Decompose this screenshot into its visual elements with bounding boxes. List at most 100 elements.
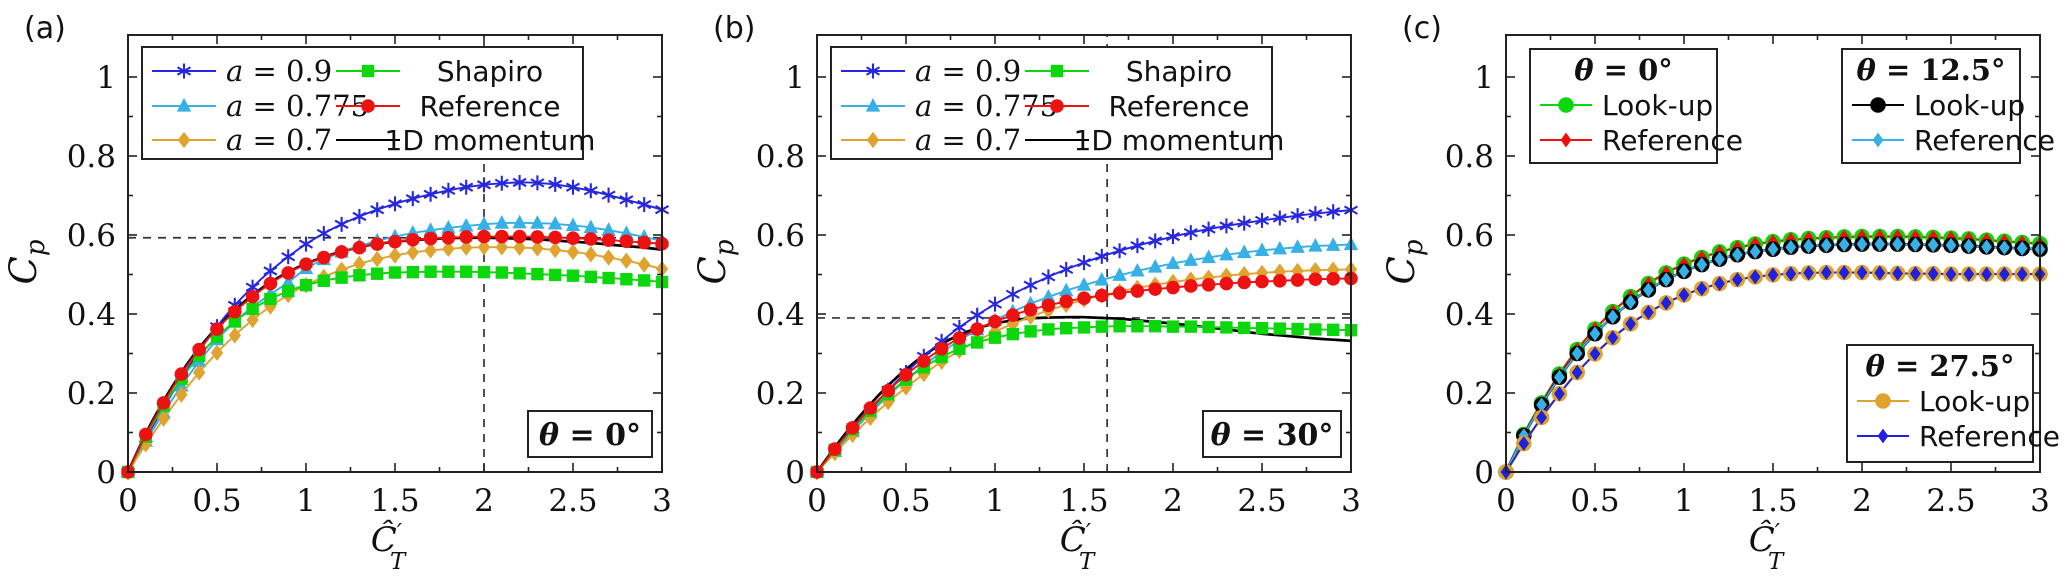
- circle-marker: [1308, 272, 1323, 287]
- star-marker: [1237, 218, 1252, 228]
- y-tick-label: 0.8: [756, 139, 805, 175]
- square-marker: [1202, 320, 1215, 334]
- diamond-marker: [495, 239, 508, 256]
- circle-marker: [970, 322, 984, 336]
- triangle-marker: [1165, 255, 1181, 270]
- square-marker: [1238, 321, 1251, 335]
- star-marker: [512, 177, 527, 188]
- circle-marker: [1006, 308, 1020, 322]
- square-marker: [1309, 323, 1322, 336]
- diamond-marker: [1856, 265, 1868, 280]
- circle-marker: [299, 257, 313, 272]
- triangle-marker: [1326, 237, 1341, 251]
- legend-entry-a0.7: a = 0.7: [152, 123, 332, 157]
- circle-marker: [263, 276, 278, 291]
- circle-marker: [406, 232, 420, 247]
- triangle-marker: [1112, 267, 1127, 281]
- diamond-marker: [210, 344, 224, 361]
- diamond-marker: [460, 239, 473, 256]
- square-marker: [335, 271, 348, 284]
- diamond-marker: [193, 364, 206, 381]
- triangle-marker: [423, 222, 438, 236]
- star-marker: [281, 252, 296, 262]
- x-tick-label: 1.5: [370, 483, 419, 519]
- legend-label: a = 0.7: [915, 123, 1021, 157]
- y-axis-label: Cp: [691, 239, 740, 284]
- triangle-marker: [1094, 272, 1109, 286]
- diamond-marker: [388, 247, 402, 264]
- panel-label: (c): [1402, 11, 1442, 46]
- square-marker: [549, 268, 562, 282]
- diamond-marker: [175, 386, 188, 403]
- triangle-marker: [1254, 242, 1270, 257]
- y-tick-label: 1: [1474, 60, 1494, 96]
- legend-entry-1Dmomentum: 1D momentum: [336, 124, 595, 157]
- panel-a: 0 0.5 1 1.5 2 2.5 3 0 0.2 0.4 0.6 0.8 1 Ĉ′ T Cp a = 0.9 a…: [0, 0, 689, 583]
- y-tick-label: 0.4: [67, 297, 116, 333]
- x-tick-label: 1: [1674, 483, 1694, 519]
- triangle-marker: [865, 98, 881, 112]
- legend-entry-a0.775: a = 0.775: [152, 89, 369, 123]
- x-tick-label: 3: [652, 483, 672, 519]
- square-marker: [1050, 64, 1064, 78]
- star-marker: [987, 299, 1003, 309]
- circle-marker: [1050, 99, 1064, 113]
- square-marker: [988, 331, 1002, 344]
- diamond-marker: [442, 240, 455, 258]
- circle-marker: [317, 250, 331, 265]
- y-tick-label: 1: [96, 60, 116, 96]
- diamond-marker: [1856, 236, 1868, 252]
- star-marker: [1201, 224, 1216, 234]
- diamond-marker: [1892, 265, 1903, 281]
- circle-marker: [1041, 298, 1056, 313]
- y-axis-label: Cp: [1380, 239, 1429, 284]
- square-marker: [1291, 322, 1304, 336]
- legend-label: Reference: [420, 90, 561, 123]
- axes: 0 0.5 1 1.5 2 2.5 3 0 0.2 0.4 0.6 0.8 1 Ĉ′ T Cp: [2, 34, 672, 575]
- square-marker: [1006, 327, 1019, 341]
- star-marker: [1308, 209, 1323, 219]
- diamond-marker: [1927, 266, 1939, 282]
- star-marker: [334, 219, 349, 229]
- y-axis-label: Cp: [2, 239, 51, 284]
- diamond-marker: [1678, 287, 1690, 303]
- legend-entry-reference: Reference: [1852, 124, 2055, 157]
- x-tick-label: 3: [1341, 483, 1361, 519]
- legend-label: Reference: [1602, 124, 1743, 157]
- x-tick-label: 0.5: [1570, 483, 1619, 519]
- diamond-marker: [1589, 346, 1601, 362]
- triangle-marker: [583, 219, 598, 234]
- circle-marker: [1023, 302, 1038, 317]
- circle-marker: [1095, 288, 1109, 303]
- square-marker: [1113, 320, 1126, 333]
- axes: 0 0.5 1 1.5 2 2.5 3 0 0.2 0.4 0.6 0.8 1 Ĉ′ T Cp: [1380, 34, 2050, 575]
- circle-marker: [988, 314, 1002, 329]
- theta-annotation: θ = 30°: [1202, 410, 1342, 458]
- x-axis-label: Ĉ′ T: [371, 519, 407, 575]
- square-marker: [1327, 323, 1340, 336]
- square-marker: [1077, 321, 1091, 334]
- diamond-marker: [1945, 237, 1957, 253]
- star-marker: [952, 322, 967, 333]
- circle-marker: [423, 231, 438, 246]
- legend-label: a = 0.9: [915, 54, 1021, 88]
- star-marker: [1272, 213, 1287, 223]
- y-tick-label: 0.2: [756, 376, 805, 412]
- star-marker: [1005, 289, 1020, 299]
- y-tick-label: 0.6: [756, 218, 805, 254]
- diamond-marker: [406, 244, 419, 261]
- x-tick-label: 2: [474, 483, 494, 519]
- square-marker: [1131, 320, 1144, 333]
- circle-marker: [917, 354, 931, 368]
- legend-entry-reference: Reference: [1857, 420, 2060, 453]
- y-tick-label: 0.8: [1445, 139, 1494, 175]
- circle-marker: [619, 234, 634, 249]
- circle-marker: [1148, 282, 1162, 296]
- diamond-marker: [1327, 261, 1340, 278]
- circle-marker: [388, 234, 402, 249]
- legend-title: θ = 27.5°: [1866, 349, 2015, 383]
- panel-b: 0 0.5 1 1.5 2 2.5 3 0 0.2 0.4 0.6 0.8 1 Ĉ′ T Cp a = 0.9 a…: [689, 0, 1378, 583]
